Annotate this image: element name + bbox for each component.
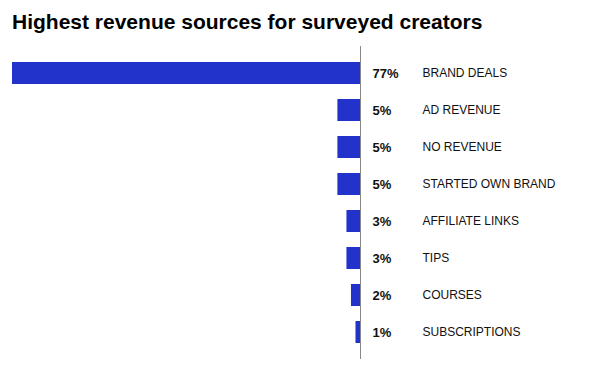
- svg-text:2%: 2%: [373, 288, 392, 303]
- html-text:Highest revenue sources for su: Highest revenue sources for surveyed cre…: [12, 10, 483, 33]
- svg-text:5%: 5%: [373, 103, 392, 118]
- svg-text:3%: 3%: [373, 251, 392, 266]
- svg-text:77%: 77%: [373, 66, 399, 81]
- svg-text:NO REVENUE: NO REVENUE: [423, 140, 502, 154]
- svg-text:BRAND DEALS: BRAND DEALS: [423, 66, 508, 80]
- svg-text:5%: 5%: [373, 140, 392, 155]
- svg-text:AFFILIATE LINKS: AFFILIATE LINKS: [423, 214, 519, 228]
- svg-text:AD REVENUE: AD REVENUE: [423, 103, 501, 117]
- svg-text:STARTED OWN BRAND: STARTED OWN BRAND: [423, 177, 556, 191]
- svg-text:SUBSCRIPTIONS: SUBSCRIPTIONS: [423, 325, 521, 339]
- svg-text:TIPS: TIPS: [423, 251, 450, 265]
- svg-text:5%: 5%: [373, 177, 392, 192]
- svg-text:3%: 3%: [373, 214, 392, 229]
- svg-text:COURSES: COURSES: [423, 288, 482, 302]
- svg-text:1%: 1%: [373, 325, 392, 340]
